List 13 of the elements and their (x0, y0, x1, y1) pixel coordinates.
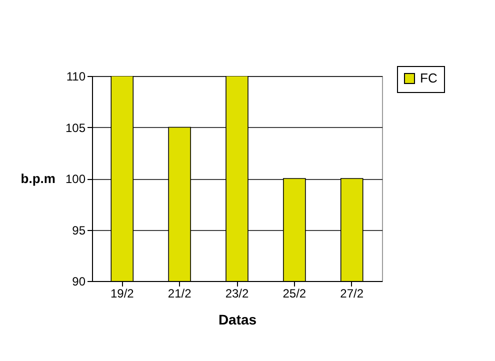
x-axis-title: Datas (218, 312, 257, 328)
y-tick-label: 100 (65, 172, 86, 186)
y-tick-label: 95 (72, 223, 86, 238)
x-tick-label: 25/2 (282, 286, 306, 300)
y-tick-label: 105 (65, 120, 86, 135)
y-axis-title: b.p.m (20, 171, 56, 186)
x-tick-label: 21/2 (168, 286, 192, 300)
y-tick-label: 90 (72, 274, 86, 288)
x-tick-label: 27/2 (340, 286, 364, 300)
x-tick-label: 19/2 (110, 286, 134, 300)
y-tick-label: 110 (66, 70, 86, 84)
legend-label: FC (420, 70, 438, 86)
x-tick-label: 23/2 (225, 286, 249, 300)
